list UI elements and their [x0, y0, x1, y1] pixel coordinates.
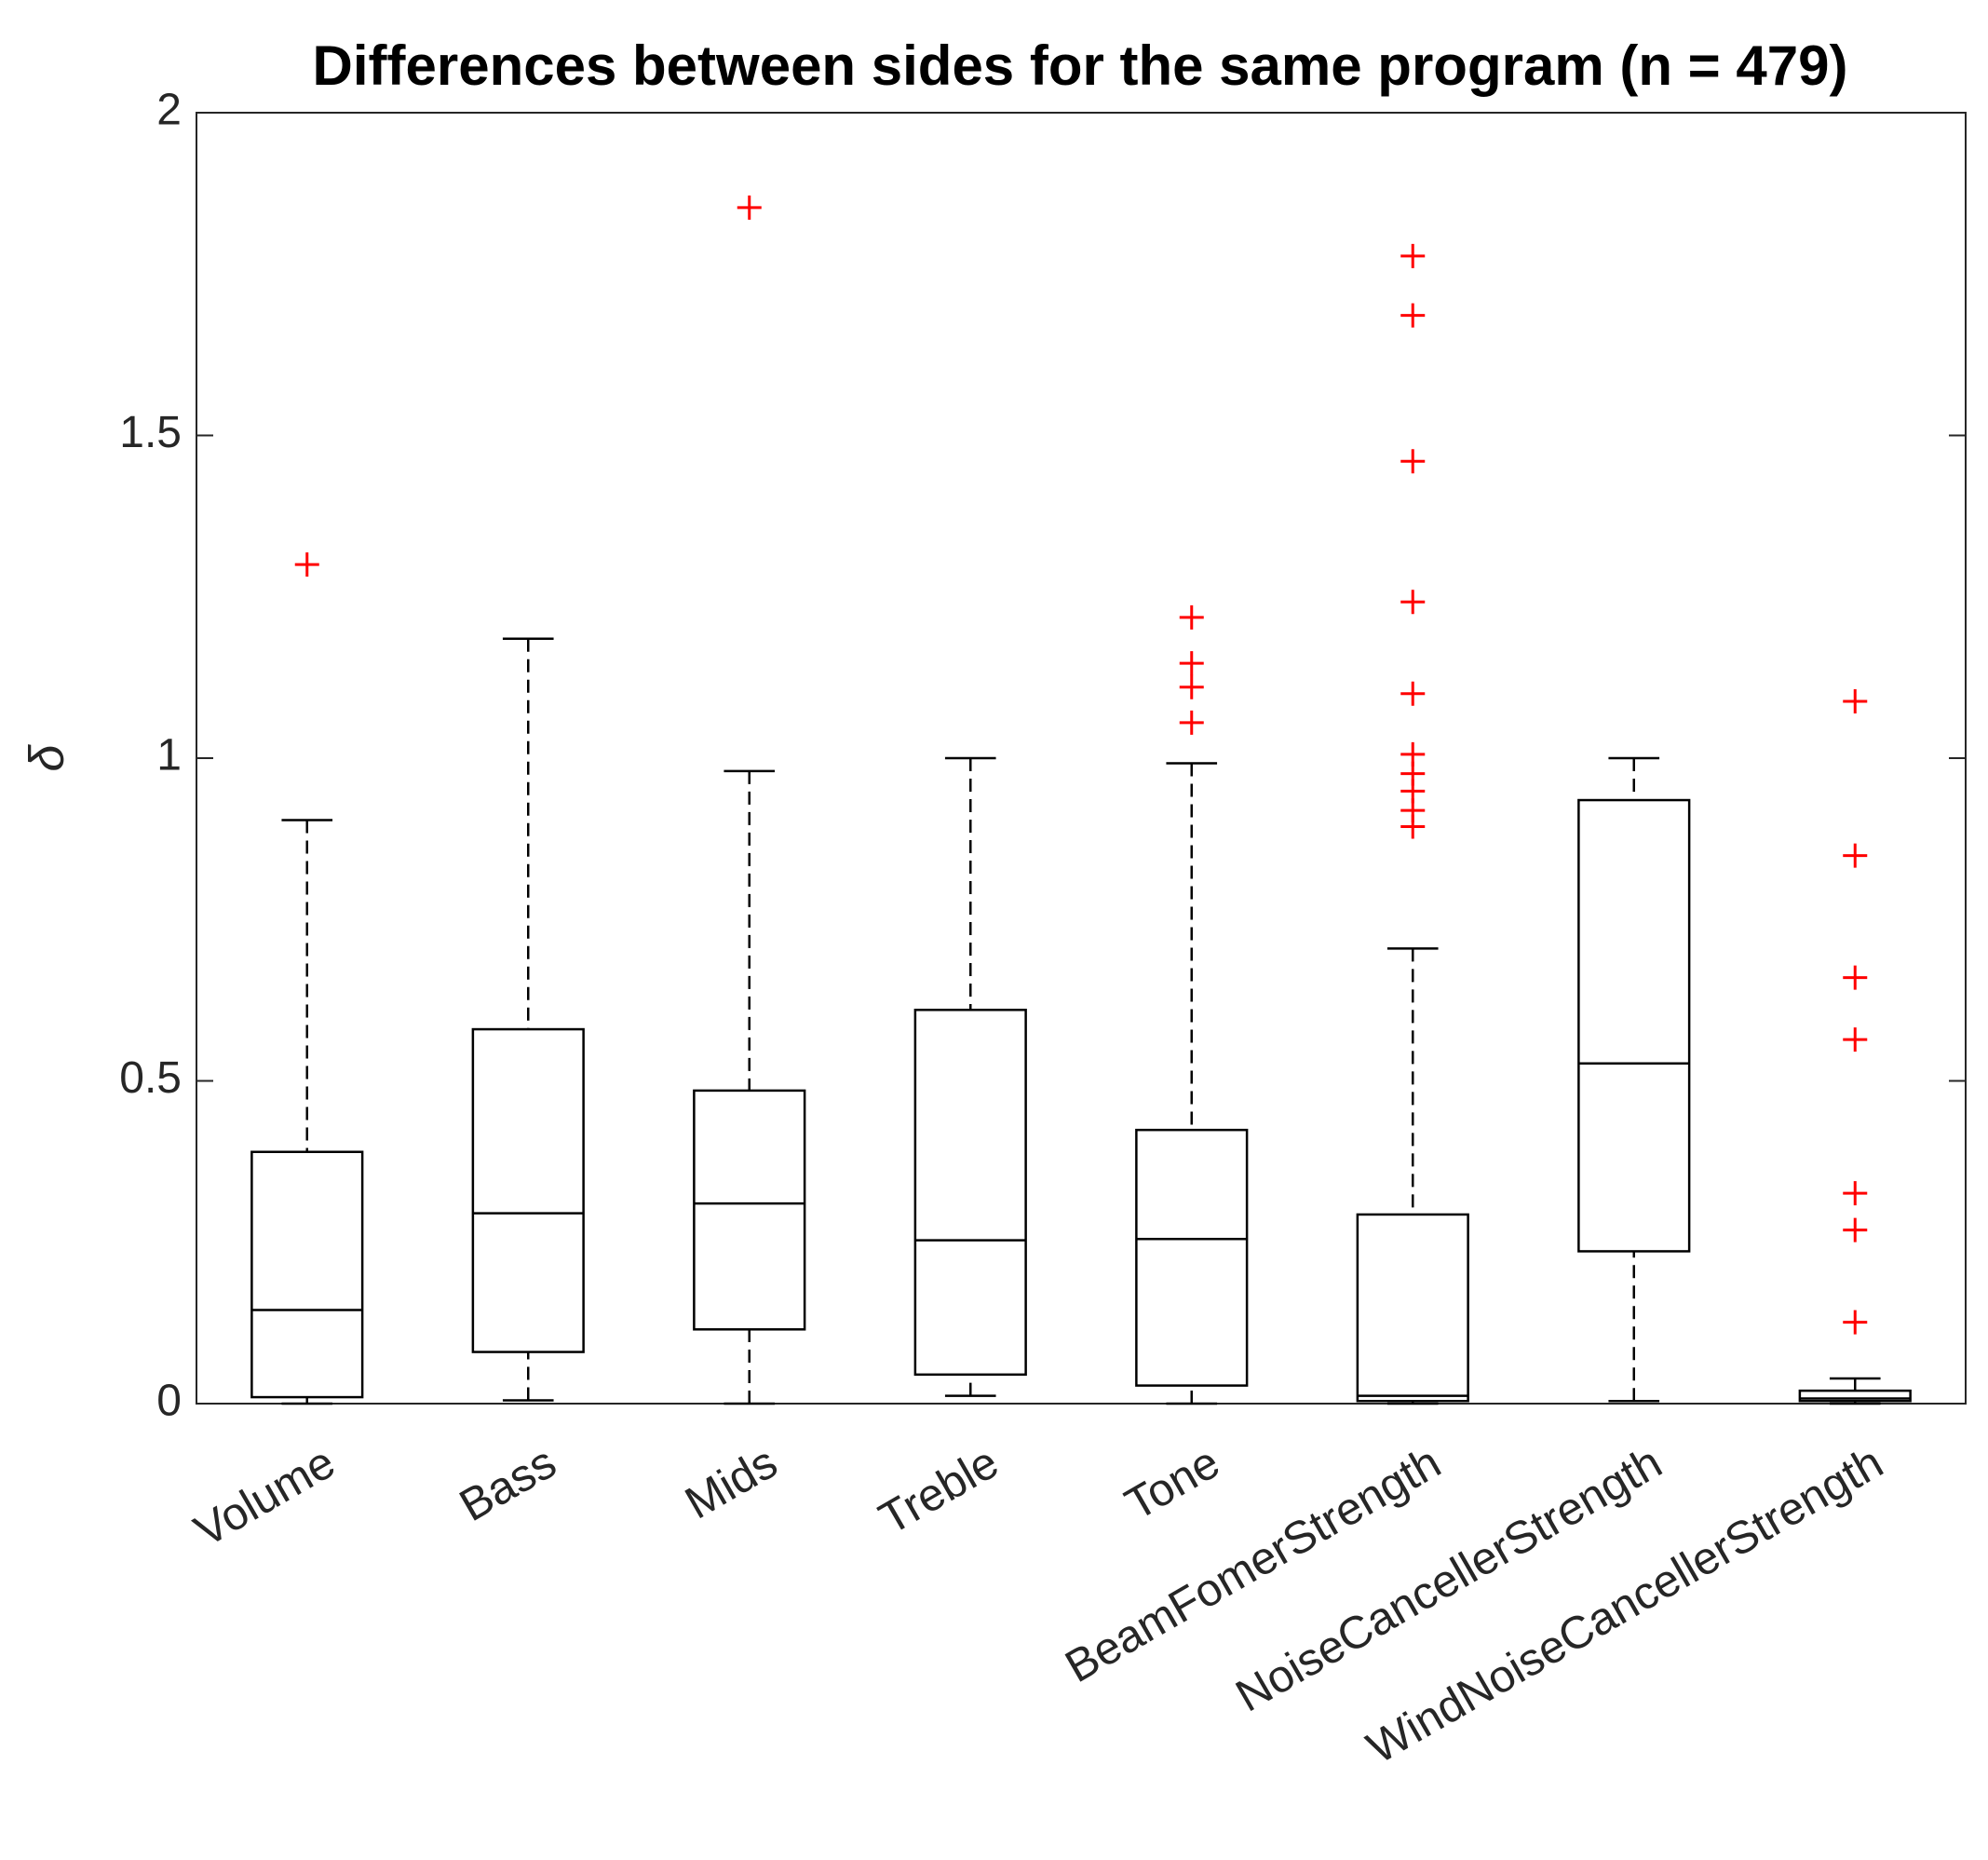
outlier: [1400, 681, 1426, 706]
outlier: [1179, 674, 1204, 699]
box: [1356, 1213, 1469, 1403]
outlier: [294, 552, 319, 577]
x-tick-label: Bass: [452, 1437, 564, 1531]
outlier: [1400, 449, 1426, 474]
chart-title: Differences between sides for the same p…: [313, 34, 1848, 97]
y-tick-label: 0: [156, 1377, 182, 1426]
outlier: [1179, 604, 1204, 630]
outlier: [1843, 689, 1868, 714]
y-tick-label: 0.5: [119, 1053, 182, 1103]
y-tick-label: 1.5: [119, 408, 182, 457]
y-tick-label: 1: [156, 731, 182, 781]
outlier: [1843, 965, 1868, 990]
x-tick-label: Mids: [677, 1437, 786, 1528]
outlier: [1400, 590, 1426, 615]
box: [250, 1150, 364, 1399]
outlier: [1179, 710, 1204, 735]
outlier: [1843, 843, 1868, 868]
outlier: [1843, 1217, 1868, 1242]
box: [471, 1027, 585, 1353]
x-tick-label: Volume: [186, 1437, 344, 1556]
outlier: [1843, 1027, 1868, 1052]
x-tick-label: BeamFomerStrength: [1057, 1437, 1449, 1692]
y-tick-label: 2: [156, 86, 182, 135]
outlier: [1400, 243, 1426, 268]
outlier: [1400, 814, 1426, 839]
outlier: [737, 195, 762, 220]
outlier: [1843, 1310, 1868, 1335]
box: [1577, 798, 1691, 1253]
plot-frame: [196, 112, 1967, 1405]
outlier: [1843, 1181, 1868, 1206]
outlier: [1179, 651, 1204, 676]
x-tick-label: Treble: [872, 1437, 1008, 1544]
outlier: [1400, 303, 1426, 328]
y-axis-label: δ: [20, 743, 74, 771]
box: [1798, 1389, 1912, 1403]
x-tick-label: Tone: [1117, 1437, 1228, 1530]
box: [1135, 1128, 1249, 1387]
box: [913, 1009, 1027, 1377]
box: [693, 1089, 806, 1331]
